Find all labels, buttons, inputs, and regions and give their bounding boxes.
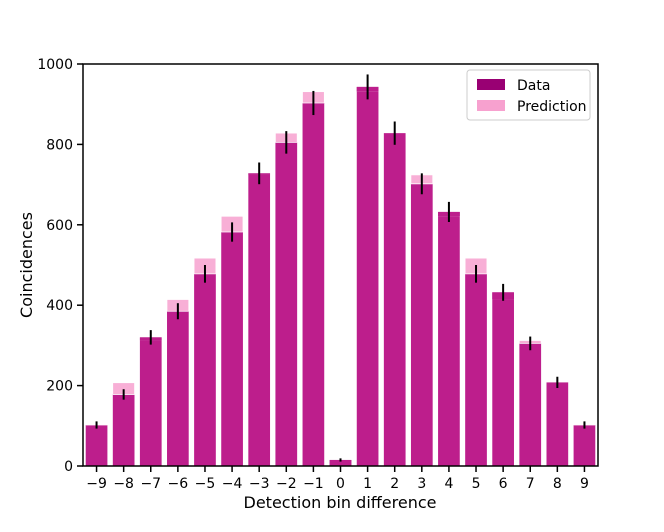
x-axis-label: Detection bin difference	[244, 493, 437, 512]
overlap-bar-−7	[139, 340, 162, 466]
legend: Data Prediction	[466, 69, 591, 121]
overlap-bar-1	[356, 91, 379, 466]
legend-swatch-prediction	[477, 100, 505, 111]
x-tick-label-3: 3	[417, 476, 426, 492]
overlap-bar-−2	[275, 142, 298, 466]
overlap-bar-−3	[248, 174, 271, 466]
overlap-bar-2	[383, 133, 406, 467]
x-tick-label-2: 2	[390, 476, 399, 492]
y-axis-label: Coincidences	[17, 212, 36, 318]
overlap-bar-8	[546, 382, 569, 466]
y-tick-label-800: 800	[46, 137, 73, 153]
legend-label-prediction: Prediction	[517, 99, 587, 115]
x-tick-label-−4: −4	[222, 476, 243, 492]
y-tick-label-0: 0	[64, 459, 73, 475]
overlap-bar-4	[438, 216, 460, 466]
x-tick-label-−9: −9	[86, 476, 107, 492]
overlap-bar-3	[410, 183, 433, 466]
overlap-bar-−6	[167, 311, 189, 466]
bars-layer	[85, 86, 596, 467]
overlap-bar-−4	[221, 232, 243, 466]
x-tick-label-6: 6	[499, 476, 508, 492]
x-tick-label-1: 1	[363, 476, 372, 492]
x-tick-label-−5: −5	[195, 476, 216, 492]
x-tick-label-−1: −1	[303, 476, 324, 492]
legend-label-data: Data	[517, 78, 550, 94]
legend-swatch-data	[477, 79, 505, 90]
overlap-bar-9	[573, 424, 596, 466]
y-tick-label-400: 400	[46, 298, 73, 314]
overlap-bar-−5	[194, 273, 216, 466]
overlap-bar-−9	[85, 424, 108, 466]
axes-layer: 0 200 400 600 800 1000 −9 −8 −7 −6 −5 −4 −3 −2 −1 0 1 2 3 4…	[37, 57, 599, 492]
x-tick-label-7: 7	[526, 476, 535, 492]
x-tick-label-0: 0	[336, 476, 345, 492]
x-tick-label-4: 4	[444, 476, 453, 492]
overlap-bar-6	[492, 299, 514, 466]
x-tick-label-8: 8	[553, 476, 562, 492]
overlap-bar-5	[465, 273, 487, 466]
overlap-bar-7	[519, 343, 542, 466]
x-tick-label-−6: −6	[168, 476, 189, 492]
y-tick-label-600: 600	[46, 218, 73, 234]
y-tick-label-1000: 1000	[37, 57, 73, 73]
x-tick-label-−7: −7	[140, 476, 161, 492]
x-tick-label-−3: −3	[249, 476, 270, 492]
x-tick-label-9: 9	[580, 476, 589, 492]
error-bars-layer	[95, 74, 586, 462]
x-tick-label-−2: −2	[276, 476, 297, 492]
overlap-bar-−8	[112, 394, 135, 466]
x-tick-label-−8: −8	[113, 476, 134, 492]
y-tick-label-200: 200	[46, 379, 73, 395]
data-excess-bar-0	[329, 459, 352, 466]
overlap-bar-−1	[302, 102, 325, 466]
x-tick-label-5: 5	[472, 476, 481, 492]
